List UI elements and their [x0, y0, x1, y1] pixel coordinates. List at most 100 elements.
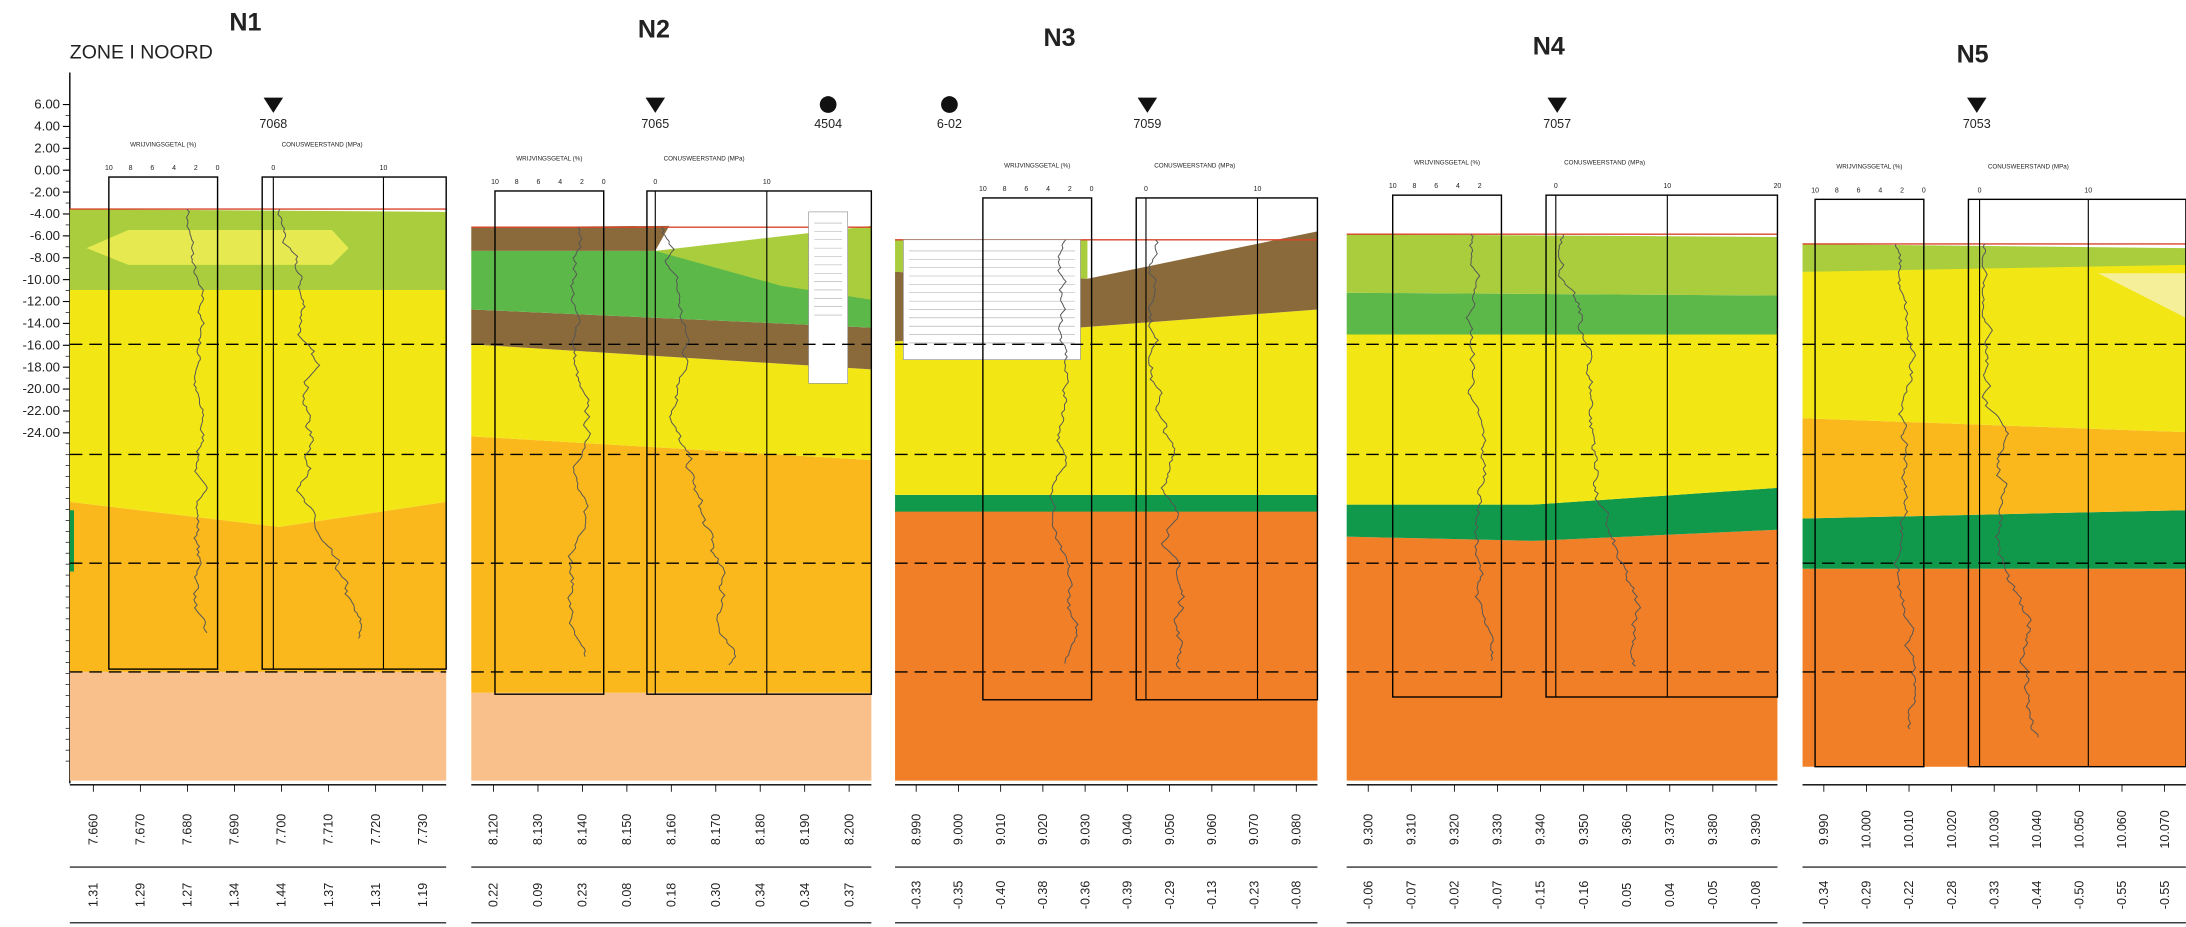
zone-label: ZONE I NOORD: [70, 42, 213, 64]
level-label: -0.33: [1987, 881, 2001, 910]
cone-label: CONUSWEERSTAND (MPa): [1988, 164, 2069, 171]
friction-trace: [1465, 233, 1494, 661]
friction-label: WRIJVINGSGETAL (%): [1414, 159, 1480, 166]
measurement-box: [1814, 198, 1925, 768]
cone-scale: 10: [380, 165, 388, 172]
measurement-box: [646, 190, 873, 695]
distance-label: 8.160: [665, 814, 679, 845]
cone-scale: 20: [1774, 183, 1782, 190]
friction-scale: 10: [105, 165, 113, 172]
level-label: 1.31: [87, 883, 101, 907]
level-label: 1.34: [228, 883, 242, 907]
level-label: 1.19: [416, 883, 430, 907]
level-label: 1.29: [134, 883, 148, 907]
depth-label: 4.00: [34, 119, 60, 134]
borehole-label: 6-02: [937, 117, 962, 131]
cone-trace: [1981, 243, 2039, 738]
measurement-box: [1545, 194, 1779, 698]
borehole-label: 4504: [814, 117, 842, 131]
friction-scale: 0: [1090, 186, 1094, 193]
depth-label: -20.00: [23, 381, 61, 396]
cone-scale: 10: [2084, 187, 2092, 194]
distance-label: 8.190: [798, 814, 812, 845]
level-label: 0.05: [1620, 883, 1634, 907]
level-label: -0.15: [1534, 881, 1548, 910]
soil-layer: [471, 344, 872, 461]
cone-label: CONUSWEERSTAND (MPa): [664, 155, 745, 162]
depth-label: -6.00: [30, 228, 60, 243]
level-label: -0.38: [1036, 881, 1050, 910]
level-label: 0.34: [798, 883, 812, 907]
friction-scale: 2: [580, 179, 584, 186]
distance-label: 9.060: [1205, 814, 1219, 845]
level-label: 0.37: [842, 883, 856, 907]
level-label: -0.08: [1749, 881, 1763, 910]
panel-title: N2: [638, 16, 670, 44]
distance-label: 8.170: [709, 814, 723, 845]
distance-label: 7.690: [228, 814, 242, 845]
soil-layer: [471, 225, 670, 251]
friction-label: WRIJVINGSGETAL (%): [1004, 162, 1070, 169]
borehole-label: 7059: [1133, 117, 1161, 131]
cone-trace: [1148, 239, 1186, 670]
borehole-label: 7068: [259, 117, 287, 131]
distance-label: 8.140: [576, 814, 590, 845]
level-label: -0.16: [1577, 881, 1591, 910]
measurement-box: [108, 176, 219, 670]
distance-label: 7.680: [181, 814, 195, 845]
soil-layer: [471, 436, 872, 693]
borehole-label: 7053: [1963, 117, 1991, 131]
distance-label: 9.320: [1448, 814, 1462, 845]
depth-label: -24.00: [23, 425, 61, 440]
depth-label: -22.00: [23, 403, 61, 418]
distance-label: 7.670: [134, 814, 148, 845]
distance-label: 9.080: [1289, 814, 1303, 845]
borehole-label: 7065: [641, 117, 669, 131]
friction-scale: 0: [602, 179, 606, 186]
borehole-symbol: [1137, 97, 1158, 113]
friction-scale: 8: [515, 179, 519, 186]
cone-trace: [661, 226, 737, 666]
distance-label: 9.330: [1491, 814, 1505, 845]
borehole-symbol: [645, 97, 666, 113]
friction-scale: 0: [1922, 187, 1926, 194]
level-label: 1.37: [322, 883, 336, 907]
measurement-box: [1135, 197, 1319, 701]
level-label: -0.55: [2158, 881, 2172, 910]
level-label: 0.22: [487, 883, 501, 907]
distance-label: 8.130: [531, 814, 545, 845]
distance-label: 7.730: [416, 814, 430, 845]
distance-label: 9.390: [1749, 814, 1763, 845]
depth-label: -2.00: [30, 184, 60, 199]
borehole-symbol: [941, 96, 958, 113]
friction-scale: 10: [1811, 187, 1819, 194]
level-label: -0.28: [1945, 881, 1959, 910]
level-label: -0.36: [1078, 881, 1092, 910]
soil-layer: [1802, 257, 2186, 433]
soil-layer: [2098, 273, 2186, 318]
depth-label: -16.00: [23, 337, 61, 352]
distance-label: 8.990: [909, 814, 923, 845]
friction-scale: 10: [979, 186, 987, 193]
distance-label: 7.710: [322, 814, 336, 845]
friction-label: WRIJVINGSGETAL (%): [130, 141, 196, 148]
soil-layer: [1346, 487, 1778, 541]
level-label: -0.23: [1247, 881, 1261, 910]
cone-scale: 0: [1554, 183, 1558, 190]
friction-label: WRIJVINGSGETAL (%): [516, 155, 582, 162]
level-label: -0.55: [2115, 881, 2129, 910]
distance-label: 9.370: [1663, 814, 1677, 845]
cone-label: CONUSWEERSTAND (MPa): [282, 141, 363, 148]
soil-layer: [1802, 510, 2186, 569]
friction-scale: 2: [1068, 186, 1072, 193]
panel-title: N1: [229, 9, 261, 37]
panel-title: N3: [1044, 24, 1076, 52]
distance-label: 9.360: [1620, 814, 1634, 845]
depth-label: -12.00: [23, 294, 61, 309]
friction-scale: 10: [491, 179, 499, 186]
friction-scale: 4: [172, 165, 176, 172]
soil-layer: [1346, 234, 1778, 296]
distance-label: 7.720: [369, 814, 383, 845]
soil-layer: [1346, 334, 1778, 505]
friction-scale: 6: [1024, 186, 1028, 193]
